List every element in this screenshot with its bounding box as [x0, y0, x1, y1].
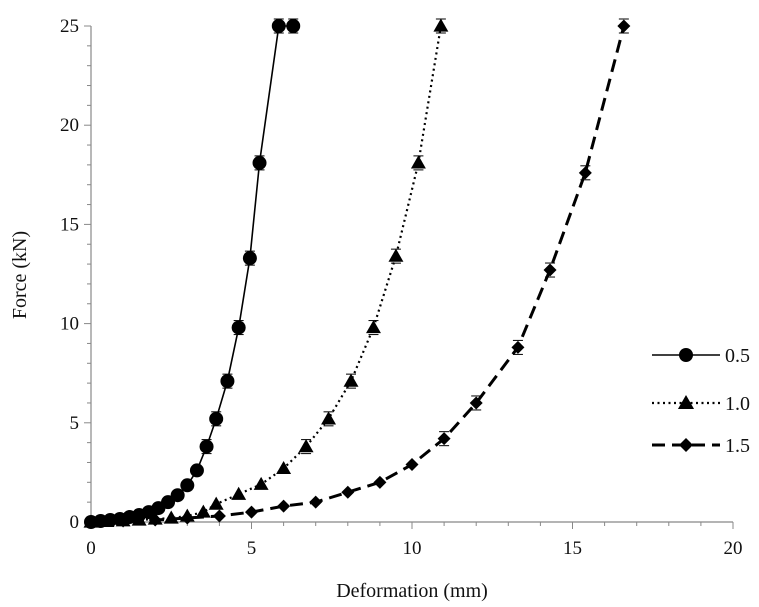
data-point-1.0 — [231, 486, 247, 500]
data-point-1.0 — [433, 18, 449, 32]
x-tick-label: 0 — [86, 538, 96, 559]
legend-label-0.5: 0.5 — [725, 345, 750, 367]
data-point-1.0 — [208, 496, 224, 510]
data-point-1.0 — [99, 513, 115, 528]
data-point-0.5 — [189, 463, 204, 478]
data-point-0.5 — [199, 439, 214, 454]
data-point-1.5 — [373, 475, 387, 489]
data-point-0.5 — [161, 495, 176, 510]
data-point-0.5 — [286, 19, 301, 33]
data-point-1.0 — [388, 248, 404, 262]
legend-marker-0.5 — [679, 348, 693, 362]
x-tick-label: 20 — [724, 538, 743, 559]
data-point-0.5 — [242, 251, 257, 266]
y-tick-label: 0 — [70, 512, 80, 533]
data-point-1.5 — [405, 457, 419, 471]
data-point-1.0 — [343, 373, 359, 387]
data-point-1.0 — [321, 411, 337, 425]
data-point-1.5 — [148, 513, 162, 527]
data-point-1.5 — [309, 495, 323, 509]
data-point-1.5 — [277, 499, 291, 513]
data-point-0.5 — [220, 374, 235, 389]
y-tick-label: 25 — [60, 16, 79, 37]
data-point-1.5 — [84, 515, 98, 529]
data-point-1.0 — [163, 510, 179, 524]
data-point-1.5 — [437, 432, 451, 446]
series-1.0 — [83, 18, 449, 528]
data-point-1.5 — [543, 263, 557, 277]
data-point-1.5 — [245, 505, 258, 519]
data-point-0.5 — [180, 478, 195, 493]
y-axis-title: Force (kN) — [9, 231, 31, 319]
data-point-0.5 — [170, 488, 185, 503]
data-point-1.5 — [341, 485, 355, 499]
legend-marker-1.0 — [677, 394, 695, 410]
legend-label-1.5: 1.5 — [725, 435, 750, 457]
legend-marker-1.5 — [679, 438, 693, 452]
data-point-1.0 — [253, 476, 269, 490]
data-point-1.0 — [410, 155, 426, 169]
data-point-1.5 — [617, 19, 631, 33]
legend-label-1.0: 1.0 — [725, 393, 750, 415]
series-line-1.5 — [90, 25, 626, 524]
series-layer — [83, 18, 631, 529]
data-point-1.5 — [180, 511, 194, 525]
legend: 0.5 1.0 1.5 — [652, 345, 750, 457]
data-point-0.5 — [231, 320, 246, 335]
data-point-0.5 — [209, 411, 224, 426]
series-0.5 — [84, 18, 301, 529]
data-point-1.5 — [116, 514, 130, 528]
data-point-0.5 — [252, 155, 267, 170]
data-point-1.5 — [578, 166, 592, 180]
y-tick-label: 10 — [60, 314, 79, 335]
x-tick-label: 5 — [247, 538, 257, 559]
series-line-1.0 — [90, 25, 442, 524]
data-point-1.0 — [366, 320, 381, 334]
series-line-0.5 — [90, 25, 294, 523]
y-tick-label: 5 — [70, 413, 80, 434]
data-point-0.5 — [271, 19, 286, 33]
y-tick-label: 15 — [60, 214, 79, 235]
y-tick-label: 20 — [60, 115, 79, 136]
data-point-1.0 — [195, 504, 211, 518]
axes: 0 5 10 15 20 25 0 5 10 15 20 — [60, 16, 743, 559]
data-point-1.0 — [276, 460, 292, 475]
data-point-1.0 — [298, 439, 314, 453]
x-tick-label: 15 — [563, 538, 582, 559]
series-1.5 — [84, 18, 631, 529]
data-point-1.5 — [511, 340, 525, 354]
data-point-1.5 — [469, 396, 483, 410]
x-tick-label: 10 — [403, 538, 422, 559]
x-axis-title: Deformation (mm) — [336, 580, 488, 602]
data-point-1.5 — [212, 509, 226, 523]
